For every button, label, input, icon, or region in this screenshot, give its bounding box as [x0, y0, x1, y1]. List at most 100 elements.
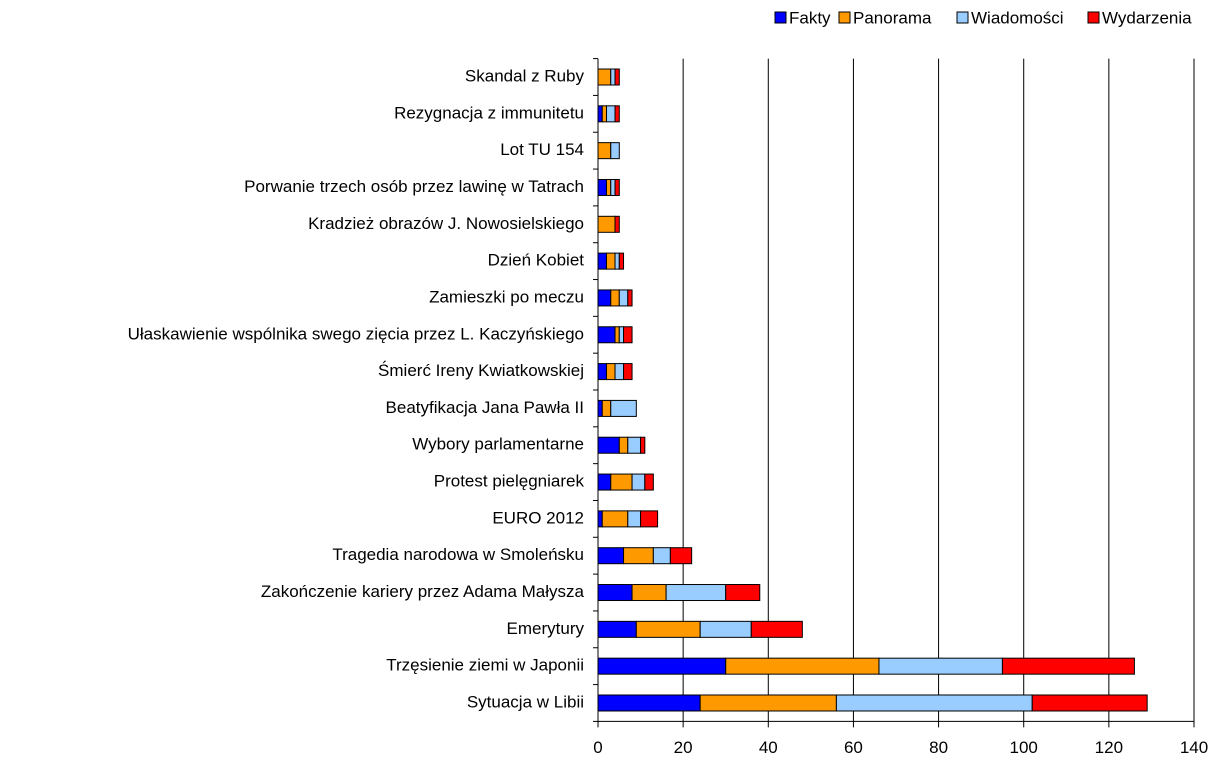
legend-swatch — [838, 11, 851, 24]
y-tick-label: Dzień Kobiet — [488, 251, 585, 270]
bar-segment — [627, 510, 642, 528]
bar-segment — [699, 694, 837, 712]
bar-segment — [635, 620, 701, 638]
bar-segment — [614, 68, 620, 86]
bar-segment — [623, 363, 633, 381]
bar-segment — [614, 215, 620, 233]
y-tick-label: Tragedia narodowa w Smoleńsku — [332, 545, 584, 564]
bar-segment — [597, 142, 612, 160]
legend-label: Wydarzenia — [1102, 8, 1192, 27]
bar-segment — [652, 547, 671, 565]
bar-segment — [610, 399, 637, 417]
x-tick-label: 80 — [929, 738, 948, 757]
bar-segment — [610, 289, 620, 307]
bar-segment — [669, 547, 693, 565]
legend-swatch — [956, 11, 969, 24]
bar-segment — [725, 657, 880, 675]
bar-segment — [665, 584, 727, 602]
bar-segment — [614, 326, 620, 344]
y-tick-label: Kradzież obrazów J. Nowosielskiego — [308, 214, 584, 233]
bar-segment — [1001, 657, 1135, 675]
y-tick-label: Trzęsienie ziemi w Japonii — [386, 656, 584, 675]
bar-segment — [610, 178, 616, 196]
bar-segment — [597, 473, 612, 491]
bar-segment — [597, 289, 612, 307]
legend-label: Panorama — [853, 8, 932, 27]
bar-segment — [597, 363, 608, 381]
y-tick-label: EURO 2012 — [492, 508, 584, 527]
bar-segment — [640, 436, 646, 454]
bar-segment — [618, 289, 629, 307]
bar-segment — [623, 547, 654, 565]
bar-segment — [631, 584, 667, 602]
y-tick-label: Śmierć Ireny Kwiatkowskiej — [378, 361, 584, 380]
bar-segment — [640, 510, 659, 528]
bar-segment — [597, 436, 620, 454]
bar-segment — [725, 584, 761, 602]
y-tick-label: Lot TU 154 — [500, 140, 584, 159]
y-tick-label: Ułaskawienie wspólnika swego zięcia prze… — [128, 324, 584, 343]
bar-segment — [627, 289, 633, 307]
y-tick-label: Sytuacja w Libii — [467, 692, 584, 711]
bar-segment — [610, 142, 620, 160]
bar-segment — [597, 547, 625, 565]
bar-segment — [618, 326, 625, 344]
bar-segment — [597, 252, 608, 270]
bar-segment — [597, 326, 616, 344]
bar-segment — [606, 252, 616, 270]
bar-segment — [614, 105, 620, 123]
bar-segment — [627, 436, 642, 454]
bar-segment — [623, 326, 633, 344]
x-tick-label: 100 — [1010, 738, 1038, 757]
bar-segment — [750, 620, 803, 638]
bar-segment — [614, 252, 620, 270]
legend-label: Wiadomości — [971, 8, 1064, 27]
bar-segment — [597, 694, 701, 712]
bar-segment — [597, 620, 637, 638]
bar-segment — [1031, 694, 1148, 712]
bar-segment — [835, 694, 1033, 712]
y-tick-label: Protest pielęgniarek — [434, 472, 585, 491]
bar-segment — [597, 68, 612, 86]
bar-segment — [597, 584, 633, 602]
bar-segment — [601, 399, 612, 417]
bar-segment — [610, 473, 633, 491]
bar-segment — [618, 252, 625, 270]
bar-segment — [606, 178, 612, 196]
y-tick-label: Beatyfikacja Jana Pawła II — [386, 398, 584, 417]
bar-segment — [597, 657, 727, 675]
bar-segment — [606, 363, 616, 381]
bar-segment — [878, 657, 1003, 675]
y-tick-label: Skandal z Ruby — [465, 66, 585, 85]
bar-segment — [644, 473, 654, 491]
bar-segment — [597, 510, 603, 528]
x-tick-label: 120 — [1095, 738, 1123, 757]
bar-segment — [631, 473, 646, 491]
x-tick-label: 60 — [844, 738, 863, 757]
x-tick-label: 140 — [1180, 738, 1208, 757]
bar-segment — [597, 178, 608, 196]
y-tick-label: Porwanie trzech osób przez lawinę w Tatr… — [244, 177, 584, 196]
x-tick-label: 0 — [593, 738, 602, 757]
bar-segment — [618, 436, 629, 454]
bar-segment — [597, 399, 603, 417]
legend-label: Fakty — [789, 8, 831, 27]
y-tick-label: Rezygnacja z immunitetu — [394, 103, 584, 122]
x-tick-label: 20 — [674, 738, 693, 757]
y-tick-label: Zakończenie kariery przez Adama Małysza — [261, 582, 585, 601]
bar-segment — [614, 363, 625, 381]
legend-swatch — [1087, 11, 1100, 24]
legend-swatch — [774, 11, 787, 24]
bar-segment — [614, 178, 620, 196]
y-tick-label: Wybory parlamentarne — [412, 435, 584, 454]
bar-segment — [597, 105, 603, 123]
y-tick-label: Emerytury — [507, 619, 585, 638]
bar-segment — [610, 68, 616, 86]
bar-segment — [606, 105, 616, 123]
bar-segment — [699, 620, 752, 638]
x-tick-label: 40 — [759, 738, 778, 757]
bar-segment — [601, 510, 629, 528]
y-tick-label: Zamieszki po meczu — [429, 287, 584, 306]
bar-segment — [601, 105, 608, 123]
